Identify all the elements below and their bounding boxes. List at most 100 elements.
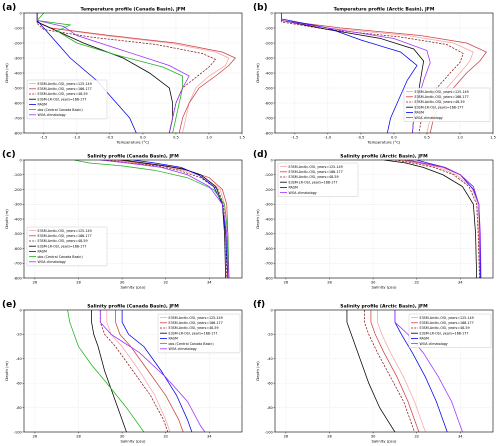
series-line: [394, 310, 463, 432]
series-line: [407, 160, 482, 278]
x-tick-label: 26: [284, 435, 289, 439]
y-axis-label: Depth (m): [4, 361, 9, 381]
x-tick-label: 34: [207, 435, 212, 439]
x-tick-label: 1.0: [206, 136, 212, 140]
x-tick-label: 0.5: [424, 136, 430, 140]
panel-a: (a) Temperature profile (Canada Basin), J…: [2, 3, 245, 145]
y-tick-label: -40: [16, 357, 23, 361]
y-tick-label: -600: [265, 247, 274, 251]
x-tick-label: 30: [120, 281, 125, 285]
x-axis-label: Temperature (°C): [367, 140, 401, 145]
y-tick-label: -600: [265, 101, 274, 105]
series-line: [394, 310, 448, 432]
legend-entry: E3SM-LR-OSI, years=166-177: [169, 331, 218, 335]
series-line: [281, 13, 418, 133]
legend-entry: E3SM-Arctic-OSI, years=125-149: [289, 165, 343, 169]
legend: E3SM-Arctic-OSI, years=125-149E3SM-Arcti…: [26, 79, 108, 120]
legend-entry: E3SM-Arctic-OSI, years=48-59: [420, 326, 470, 330]
legend-entry: obs (Central Canada Basin): [38, 108, 83, 112]
legend-entry: E3SM-Arctic-OSI, years=125-149: [420, 316, 474, 320]
legend-box: [26, 79, 108, 120]
series-line: [383, 160, 478, 278]
legend-entry: E3SM-Arctic-OSI, years=48-59: [169, 326, 219, 330]
legend-entry: obs (Central Canada Basin): [169, 342, 214, 346]
legend: E3SM-Arctic-OSI, years=125-149 E3SM-Arcti…: [157, 313, 241, 354]
x-tick-label: -0.5: [106, 136, 113, 140]
plot-frame: [274, 309, 494, 433]
x-tick-label: -1.0: [73, 136, 81, 140]
x-tick-label: 0.5: [173, 136, 179, 140]
y-tick-label: -500: [14, 86, 23, 90]
y-tick-label: -60: [267, 382, 274, 386]
series-line: [370, 310, 420, 432]
y-tick-label: -400: [265, 217, 274, 221]
legend-box: [403, 87, 491, 122]
x-tick-label: -0.5: [357, 136, 364, 140]
y-axis-label: Depth (m): [4, 63, 9, 83]
legend-box: [277, 162, 359, 197]
y-tick-label: -100: [14, 26, 23, 30]
series-line: [99, 310, 169, 432]
y-tick-label: -600: [14, 247, 23, 251]
legend-entry: WOA climatology: [169, 347, 197, 351]
x-tick-label: 26: [33, 281, 38, 285]
y-tick-label: -100: [265, 173, 274, 177]
x-tick-label: 30: [120, 435, 125, 439]
y-tick-label: 0: [20, 11, 23, 15]
legend-entry: WOA climatology: [38, 260, 66, 264]
y-tick-label: -800: [265, 276, 274, 280]
y-tick-label: -200: [265, 188, 274, 192]
x-tick-label: 1.0: [457, 136, 463, 140]
y-tick-label: -300: [14, 56, 23, 60]
x-tick-label: 1.5: [490, 136, 496, 140]
y-axis-label: Depth (m): [255, 63, 260, 83]
series-line: [74, 160, 230, 278]
x-tick-label: 34: [458, 281, 463, 285]
y-tick-label: -20: [16, 333, 23, 337]
panel-title: Temperature profile (Canada Basin), JFM: [80, 7, 185, 13]
y-tick-label: -100: [14, 430, 23, 434]
x-axis-label: Salinity (psu): [120, 439, 146, 444]
series-line: [364, 310, 415, 432]
y-axis-label: Depth (m): [255, 209, 260, 229]
plot-frame: [23, 309, 243, 433]
legend-entry: E3SM-LR-OSI, years=166-177: [420, 331, 469, 335]
legend: E3SM-Arctic-OSI, years=125-149E3SM-Arcti…: [403, 87, 491, 122]
y-tick-label: 0: [20, 308, 23, 312]
x-tick-label: -1.0: [324, 136, 332, 140]
panel-e: (e) Salinity profile (Canada Basin), JFM 2…: [2, 300, 243, 444]
panel-f: (f) Salinity profile (Arctic Basin), JFM 2…: [253, 300, 494, 444]
panel-title: Salinity profile (Canada Basin), JFM: [87, 154, 179, 160]
series-line: [121, 310, 193, 432]
x-axis-label: Salinity (psu): [371, 285, 397, 290]
x-tick-label: -1.5: [40, 136, 47, 140]
series-line: [106, 310, 171, 432]
x-tick-label: -1.5: [291, 136, 298, 140]
y-tick-label: -200: [14, 41, 23, 45]
y-tick-label: 0: [271, 308, 274, 312]
panel-label: (b): [253, 3, 268, 13]
x-tick-label: 1.5: [239, 136, 245, 140]
x-axis-label: Salinity (psu): [120, 285, 146, 290]
legend-entry: E3SM-LR-OSI, years=166-177: [415, 105, 464, 109]
panel-label: (e): [2, 300, 16, 310]
series-line: [132, 160, 229, 278]
y-tick-label: -60: [16, 382, 23, 386]
series-line: [36, 13, 190, 133]
series-line: [67, 310, 145, 432]
x-tick-label: 32: [414, 281, 419, 285]
legend-entry: E3SM-Arctic-OSI, years=125-149: [169, 316, 223, 320]
x-tick-label: 28: [327, 281, 332, 285]
y-tick-label: -500: [265, 232, 274, 236]
panel-c: (c) Salinity profile (Canada Basin), JFM 2…: [2, 150, 243, 290]
x-tick-label: 34: [458, 435, 463, 439]
legend-entry: E3SM-LR-OSI, years=166-177: [289, 180, 338, 184]
legend-entry: RASM: [169, 337, 179, 341]
x-tick-label: 28: [76, 281, 81, 285]
legend-entry: E3SM-Arctic-OSI, years=125-149: [38, 82, 92, 86]
x-tick-label: 0.0: [140, 136, 146, 140]
legend-entry: E3SM-Arctic-OSI, years=166-177: [420, 321, 474, 325]
panel-title: Salinity profile (Arctic Basin), JFM: [340, 304, 428, 310]
x-tick-label: 26: [33, 435, 38, 439]
